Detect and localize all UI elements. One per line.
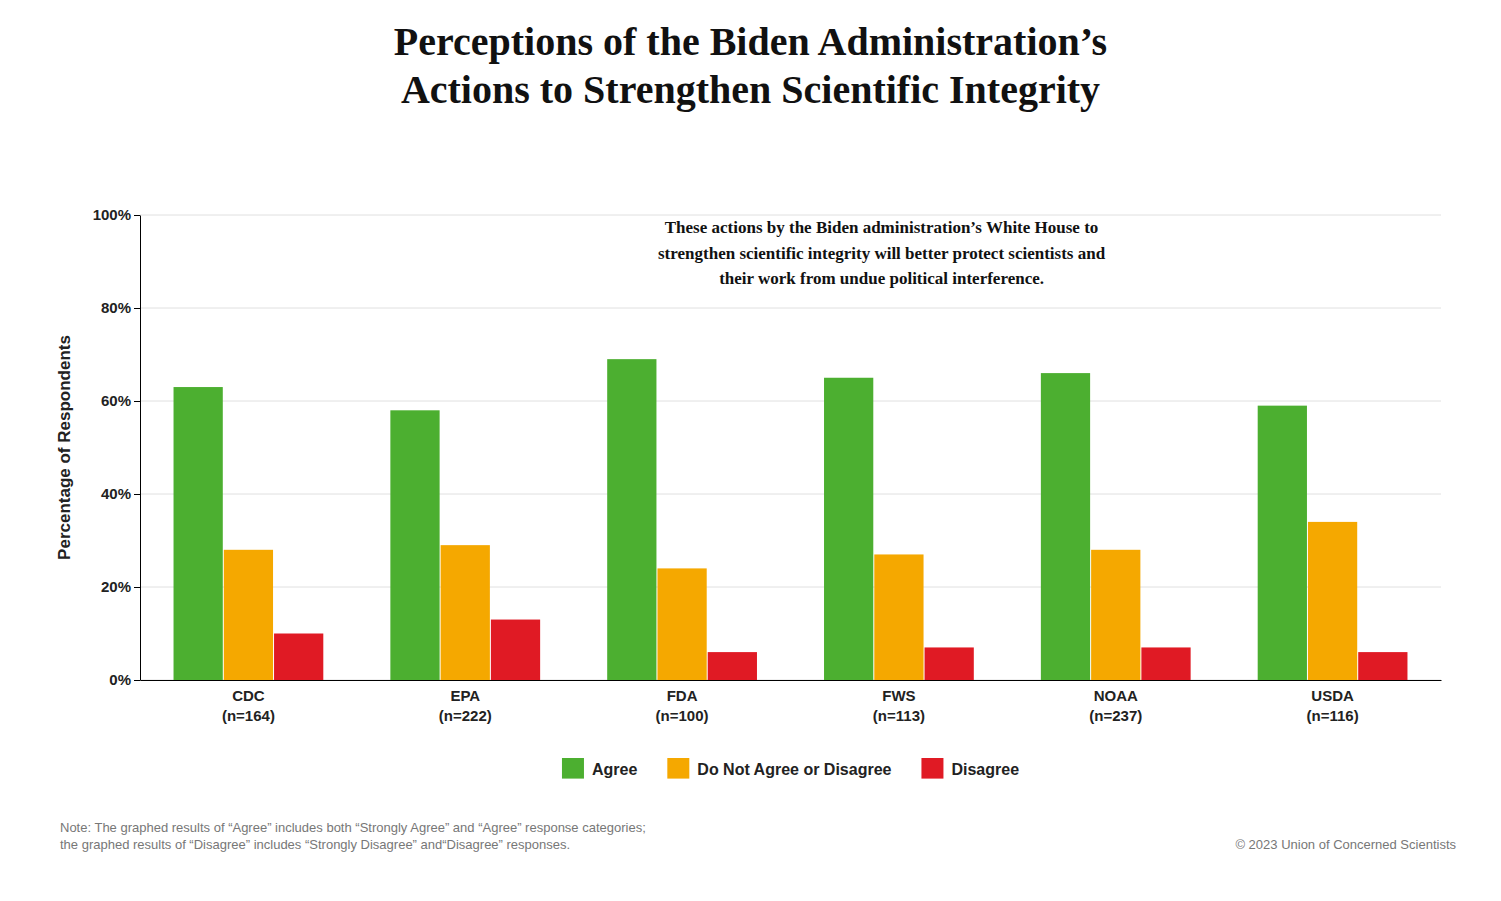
x-tick-label: CDC(n=164) xyxy=(222,687,275,724)
bar xyxy=(1358,652,1407,680)
y-tick: 80% xyxy=(101,299,140,316)
bar xyxy=(1308,522,1357,680)
legend-label: Do Not Agree or Disagree xyxy=(697,761,891,778)
legend-swatch xyxy=(562,758,584,779)
bar-series xyxy=(224,522,1357,680)
x-tick: USDA(n=116) xyxy=(1307,680,1359,724)
bar xyxy=(174,387,223,680)
y-tick-mark xyxy=(134,401,140,402)
x-tick: NOAA(n=237) xyxy=(1089,680,1142,724)
y-tick-mark xyxy=(134,215,140,216)
x-tick: EPA(n=222) xyxy=(439,680,492,724)
bar xyxy=(1258,406,1307,680)
bar xyxy=(824,378,873,680)
x-tick-label: NOAA(n=237) xyxy=(1089,687,1142,724)
bar xyxy=(925,647,974,680)
grid-line xyxy=(140,587,1441,588)
legend-label: Disagree xyxy=(951,761,1019,778)
legend-item: Agree xyxy=(562,758,637,779)
title: Perceptions of the Biden Administration’… xyxy=(394,19,1107,112)
note: Note: The graphed results of “Agree” inc… xyxy=(60,820,646,852)
grid xyxy=(140,215,1441,680)
y-axis-title: Percentage of Respondents xyxy=(55,335,74,560)
bar xyxy=(874,554,923,680)
bar-series xyxy=(274,620,1407,680)
grid-line xyxy=(140,215,1441,216)
bar-series xyxy=(174,359,1307,680)
bar xyxy=(390,410,439,680)
legend-item: Disagree xyxy=(921,758,1019,779)
y-tick-label: 100% xyxy=(93,206,131,223)
legend: Agree Do Not Agree or Disagree Disagree xyxy=(562,758,1019,779)
y-tick-mark xyxy=(134,680,140,681)
bar xyxy=(1141,647,1190,680)
grid-line xyxy=(140,308,1441,309)
grid-line xyxy=(140,680,1441,681)
y-tick-label: 60% xyxy=(101,392,131,409)
bars xyxy=(174,359,1408,680)
bar xyxy=(1041,373,1090,680)
y-tick-label: 0% xyxy=(109,671,131,688)
legend-swatch xyxy=(667,758,689,779)
y-tick-mark xyxy=(134,587,140,588)
y-tick: 20% xyxy=(101,578,140,595)
x-axis: CDC(n=164) EPA(n=222) FDA(n=100) FWS(n=113)… xyxy=(141,680,1442,724)
x-tick-label: EPA(n=222) xyxy=(439,687,492,724)
y-axis-line xyxy=(140,216,141,681)
bar xyxy=(441,545,490,680)
x-tick-label: FWS(n=113) xyxy=(873,687,925,724)
annotation: These actions by the Biden administratio… xyxy=(658,218,1106,288)
x-tick-label: USDA(n=116) xyxy=(1307,687,1359,724)
plot: 0% 20% 40% 60% 80% 100% CDC(n=164) EPA(n=222) FD… xyxy=(93,206,1442,724)
x-tick: CDC(n=164) xyxy=(222,680,275,724)
bar xyxy=(1091,550,1140,680)
bar xyxy=(657,568,706,680)
bar xyxy=(274,634,323,681)
y-tick-mark xyxy=(134,494,140,495)
x-tick-label: FDA(n=100) xyxy=(656,687,709,724)
x-axis-line xyxy=(141,680,1442,681)
y-tick: 40% xyxy=(101,485,140,502)
bar xyxy=(708,652,757,680)
y-tick: 100% xyxy=(93,206,140,223)
y-tick-mark xyxy=(134,308,140,309)
bar xyxy=(491,620,540,680)
legend-swatch xyxy=(921,758,943,779)
y-tick-label: 20% xyxy=(101,578,131,595)
y-tick-label: 80% xyxy=(101,299,131,316)
y-axis: 0% 20% 40% 60% 80% 100% xyxy=(93,206,141,688)
y-tick-label: 40% xyxy=(101,485,131,502)
chart-svg: Perceptions of the Biden Administration’… xyxy=(0,0,1501,901)
grid-line xyxy=(140,494,1441,495)
bar xyxy=(607,359,656,680)
grid-line xyxy=(140,401,1441,402)
bar xyxy=(224,550,273,680)
x-tick: FDA(n=100) xyxy=(656,680,709,724)
y-tick: 60% xyxy=(101,392,140,409)
legend-item: Do Not Agree or Disagree xyxy=(667,758,891,779)
x-tick: FWS(n=113) xyxy=(873,680,925,724)
copyright: © 2023 Union of Concerned Scientists xyxy=(1235,837,1456,852)
y-tick: 0% xyxy=(109,671,140,688)
legend-label: Agree xyxy=(592,761,637,778)
